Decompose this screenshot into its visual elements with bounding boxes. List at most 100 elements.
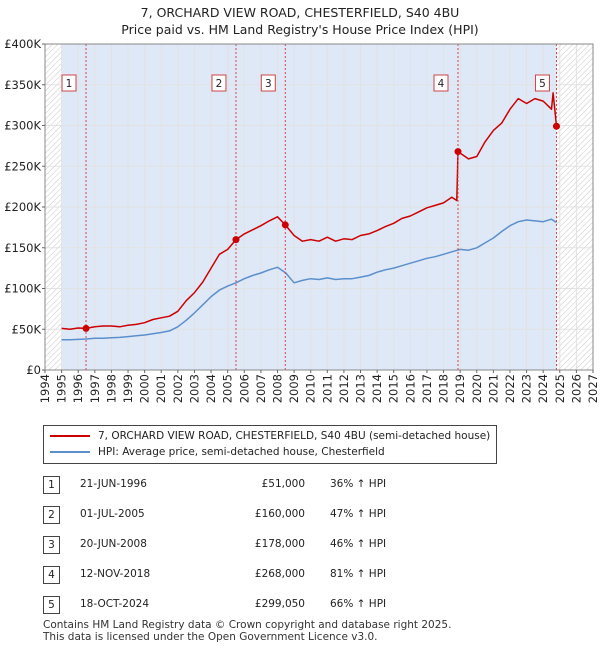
grid-lines <box>44 43 594 371</box>
sale-number-badge: 4 <box>43 566 60 584</box>
legend: 7, ORCHARD VIEW ROAD, CHESTERFIELD, S40 … <box>43 425 497 464</box>
x-tick-label: 1994 <box>38 374 52 403</box>
sale-hpi-change: 46% ↑ HPI <box>330 538 387 550</box>
y-tick-label: £0 <box>26 363 41 377</box>
y-tick-label: £100K <box>4 282 41 296</box>
y-tick-label: £150K <box>4 241 41 255</box>
x-tick-label: 2025 <box>553 374 567 403</box>
legend-swatch-price <box>50 435 90 437</box>
axes: £0 £50K £100K £150K £200K £250K £300K £350K £400… <box>4 37 600 403</box>
sale-price: £51,000 <box>261 478 305 490</box>
sale-marker-box <box>61 74 77 92</box>
hpi-line <box>61 218 557 341</box>
sale-number-badge: 5 <box>43 596 60 614</box>
x-tick-label: 2013 <box>354 374 368 403</box>
sale-markers: 1 2 3 4 5 <box>61 44 560 370</box>
sale-marker-label: 3 <box>265 78 272 90</box>
x-tick-label: 2011 <box>320 374 334 403</box>
sale-hpi-change: 81% ↑ HPI <box>330 568 387 580</box>
x-tick-label: 2006 <box>237 374 251 403</box>
legend-item-hpi: HPI: Average price, semi-detached house,… <box>50 445 385 460</box>
sale-point <box>232 236 240 244</box>
x-tick-label: 1999 <box>121 374 135 403</box>
x-tick-label: 1997 <box>88 374 102 403</box>
x-tick-label: 1995 <box>55 374 69 403</box>
x-tick-label: 1996 <box>71 374 85 403</box>
legend-swatch-hpi <box>50 451 90 453</box>
sale-hpi-change: 66% ↑ HPI <box>330 598 387 610</box>
legend-label-price: 7, ORCHARD VIEW ROAD, CHESTERFIELD, S40 … <box>98 430 491 442</box>
sale-row: 3 20-JUN-2008 £178,000 46% ↑ HPI <box>40 536 460 554</box>
sale-marker-box <box>260 74 276 92</box>
x-tick-label: 2022 <box>503 374 517 403</box>
y-tick-label: £350K <box>4 78 41 92</box>
x-tick-label: 2016 <box>403 374 417 403</box>
sale-date: 18-OCT-2024 <box>80 598 149 610</box>
footer-line-2: This data is licensed under the Open Gov… <box>43 631 378 643</box>
legend-label-hpi: HPI: Average price, semi-detached house,… <box>98 446 385 458</box>
x-tick-label: 2010 <box>304 374 318 403</box>
sale-marker-box <box>433 74 449 92</box>
series-layer <box>61 92 558 341</box>
x-tick-label: 2021 <box>486 374 500 403</box>
x-tick-label: 2000 <box>138 374 152 403</box>
title-line-2: Price paid vs. HM Land Registry's House … <box>121 22 479 37</box>
sale-row: 2 01-JUL-2005 £160,000 47% ↑ HPI <box>40 506 460 524</box>
y-tick-label: £400K <box>4 37 41 51</box>
sale-marker-box <box>211 74 227 92</box>
x-tick-label: 2018 <box>437 374 451 403</box>
sale-date: 12-NOV-2018 <box>80 568 151 580</box>
sale-price: £268,000 <box>254 568 305 580</box>
x-tick-label: 2012 <box>337 374 351 403</box>
x-tick-label: 2026 <box>569 374 583 403</box>
x-tick-label: 2014 <box>370 374 384 403</box>
x-tick-label: 2024 <box>536 374 550 403</box>
sale-hpi-change: 36% ↑ HPI <box>330 478 387 490</box>
sale-marker-label: 2 <box>216 78 223 90</box>
y-tick-label: £200K <box>4 200 41 214</box>
sale-row: 5 18-OCT-2024 £299,050 66% ↑ HPI <box>40 596 460 614</box>
x-tick-label: 2027 <box>586 374 600 403</box>
sale-point <box>82 324 90 332</box>
x-tick-label: 2023 <box>520 374 534 403</box>
x-tick-label: 2009 <box>287 374 301 403</box>
sale-point <box>281 221 289 229</box>
x-tick-label: 2015 <box>387 374 401 403</box>
sale-number-badge: 2 <box>43 506 60 524</box>
sale-date: 21-JUN-1996 <box>80 478 147 490</box>
x-tick-label: 2008 <box>271 374 285 403</box>
x-tick-label: 2001 <box>154 374 168 403</box>
sale-price: £178,000 <box>254 538 305 550</box>
price-chart: 1 2 3 4 5 £0 £50K £100K £150K £200K £250K £300K £35… <box>4 37 600 403</box>
y-tick-label: £250K <box>4 159 41 173</box>
x-tick-label: 2017 <box>420 374 434 403</box>
footer: Contains HM Land Registry data © Crown c… <box>43 619 451 643</box>
sale-marker-box <box>534 74 550 92</box>
sale-row: 1 21-JUN-1996 £51,000 36% ↑ HPI <box>40 476 460 494</box>
sale-marker-label: 1 <box>66 78 73 90</box>
x-tick-label: 2019 <box>453 374 467 403</box>
x-tick-label: 2002 <box>171 374 185 403</box>
y-tick-label: £300K <box>4 119 41 133</box>
sale-point <box>454 148 462 156</box>
sale-marker-label: 4 <box>438 78 445 90</box>
price-paid-line <box>61 92 558 331</box>
x-tick-label: 2003 <box>188 374 202 403</box>
y-tick-label: £50K <box>12 322 42 336</box>
title-line-1: 7, ORCHARD VIEW ROAD, CHESTERFIELD, S40 … <box>140 5 460 20</box>
sale-row: 4 12-NOV-2018 £268,000 81% ↑ HPI <box>40 566 460 584</box>
x-tick-label: 2020 <box>470 374 484 403</box>
sale-number-badge: 1 <box>43 476 60 494</box>
chart-title: 7, ORCHARD VIEW ROAD, CHESTERFIELD, S40 … <box>0 4 600 38</box>
sale-hpi-change: 47% ↑ HPI <box>330 508 387 520</box>
sale-price: £299,050 <box>254 598 305 610</box>
x-tick-label: 2005 <box>221 374 235 403</box>
sale-point <box>552 122 560 130</box>
sale-marker-label: 5 <box>539 78 546 90</box>
sale-date: 01-JUL-2005 <box>80 508 145 520</box>
sale-price: £160,000 <box>254 508 305 520</box>
sale-date: 20-JUN-2008 <box>80 538 147 550</box>
x-tick-label: 2004 <box>204 374 218 403</box>
legend-item-price: 7, ORCHARD VIEW ROAD, CHESTERFIELD, S40 … <box>50 429 490 444</box>
sale-number-badge: 3 <box>43 536 60 554</box>
